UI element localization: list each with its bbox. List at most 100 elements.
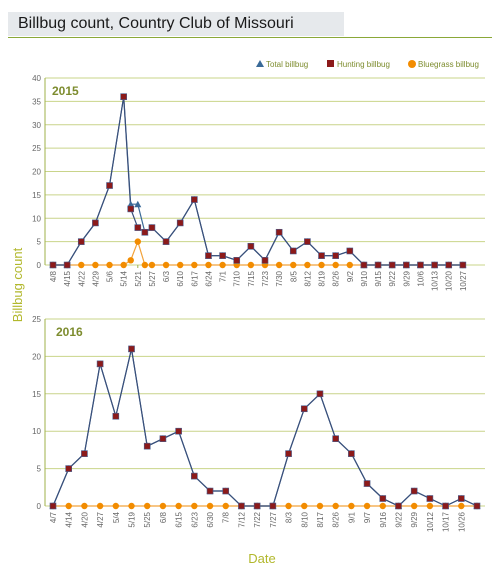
x-tick-label-2015-5: 5/14: [120, 270, 129, 286]
x-tick-label-2015-25: 9/29: [402, 270, 411, 286]
point-2015-s2-7: [134, 238, 141, 245]
x-tick-label-2016-10: 6/30: [206, 511, 215, 527]
point-2016-s1-14: [269, 502, 277, 510]
y-tick-label-2015-35: 35: [32, 97, 41, 106]
point-2015-s2-12: [191, 261, 198, 269]
point-2015-s2-16: [247, 261, 255, 269]
title-bar: Billbug count, Country Club of Missouri: [8, 12, 344, 36]
point-2015-s1-6: [127, 205, 135, 213]
point-2015-s1-14: [219, 252, 226, 259]
point-2016-s2-19: [348, 502, 355, 510]
series-line-2016-0: [52, 348, 478, 507]
y-tick-label-2015-15: 15: [32, 191, 41, 200]
y-tick-label-2015-10: 10: [32, 214, 41, 223]
point-2015-s1-30: [445, 261, 453, 269]
point-2016-s2-24: [426, 502, 434, 510]
x-tick-label-2015-4: 5/6: [106, 270, 115, 282]
x-tick-label-2015-0: 4/8: [49, 270, 58, 282]
point-2016-s1-4: [112, 412, 120, 420]
point-2015-s2-19: [290, 261, 297, 269]
x-tick-label-2016-16: 8/10: [300, 511, 309, 527]
point-2015-s2-11: [177, 261, 184, 269]
x-tick-label-2016-4: 5/4: [112, 511, 121, 523]
point-2015-s2-5: [120, 261, 127, 269]
y-tick-label-2015-40: 40: [32, 74, 41, 83]
x-tick-label-2016-5: 5/19: [128, 511, 137, 527]
point-2016-s1-5: [128, 345, 135, 353]
point-2016-s2-10: [206, 502, 214, 510]
x-tick-label-2015-26: 10/6: [416, 270, 425, 286]
x-tick-label-2015-19: 8/19: [318, 270, 327, 286]
y-tick-label-2016-25: 25: [32, 315, 41, 324]
page-title: Billbug count, Country Club of Missouri: [18, 15, 294, 32]
y-tick-label-2016-5: 5: [37, 465, 42, 474]
point-2016-s2-18: [332, 502, 339, 510]
y-tick-label-2016-0: 0: [37, 502, 42, 511]
point-2016-s1-11: [222, 487, 230, 495]
legend-hunting-marker: [327, 60, 334, 67]
y-axis-title: Billbug count: [10, 247, 25, 322]
point-2015-s1-27: [403, 261, 410, 269]
point-2015-s2-20: [304, 261, 311, 269]
y-tick-label-2015-20: 20: [32, 168, 41, 177]
x-tick-label-2015-29: 10/27: [459, 270, 468, 291]
point-2016-s1-17: [316, 390, 324, 398]
x-tick-label-2015-16: 7/30: [275, 270, 284, 286]
panel-2016-year-label: 2016: [56, 325, 83, 339]
x-tick-label-2015-7: 5/27: [148, 270, 157, 286]
legend-total-label: Total billbug: [266, 60, 308, 69]
series-line-2016-1: [52, 348, 478, 507]
x-tick-label-2016-24: 10/12: [426, 511, 435, 532]
point-2015-s1-23: [346, 247, 354, 255]
y-tick-label-2015-0: 0: [37, 261, 42, 270]
x-tick-label-2016-14: 7/27: [269, 511, 278, 527]
point-2015-s1-13: [205, 252, 212, 259]
point-2016-s1-21: [379, 495, 387, 502]
x-tick-label-2016-11: 7/8: [222, 511, 231, 523]
point-2016-s1-9: [191, 472, 198, 480]
panel-2015: 0 5 10 15 20 25 30 35 40 4/8 4/15 4/22 4/29 5/6 5/14 5/…: [32, 74, 485, 291]
point-2015-s1-31: [459, 261, 467, 269]
point-2015-s1-3: [92, 219, 99, 227]
y-tick-label-2015-30: 30: [32, 121, 41, 130]
x-tick-label-2015-15: 7/23: [261, 270, 270, 286]
point-2015-s2-14: [219, 261, 226, 269]
series-line-2015-0: [53, 96, 463, 266]
chart-legend: Total billbug Hunting billbug Bluegrass …: [256, 60, 479, 69]
point-2016-s1-12: [238, 502, 245, 510]
point-2016-s1-3: [96, 360, 104, 368]
x-tick-label-2015-10: 6/17: [190, 270, 199, 286]
x-tick-label-2015-21: 9/2: [346, 270, 355, 282]
x-tick-label-2015-17: 8/5: [289, 270, 298, 282]
point-2015-s1-11: [176, 219, 184, 227]
point-2016-s2-3: [96, 502, 104, 510]
x-tick-label-2016-17: 8/17: [316, 511, 325, 527]
point-2016-s1-2: [81, 450, 88, 457]
x-tick-label-2016-25: 10/17: [442, 511, 451, 532]
x-tick-label-2016-13: 7/22: [253, 511, 262, 527]
point-2016-s1-18: [332, 435, 339, 442]
x-tick-label-2015-23: 9/15: [374, 270, 383, 286]
point-2016-s1-20: [363, 480, 371, 487]
point-2016-s1-22: [395, 502, 402, 510]
point-2015-s2-9: [148, 261, 156, 269]
x-tick-label-2015-12: 7/1: [219, 270, 228, 282]
point-2015-s2-18: [275, 261, 283, 269]
point-2016-s1-6: [143, 442, 151, 450]
point-2016-s2-20: [363, 502, 371, 510]
x-tick-label-2015-6: 5/21: [134, 270, 143, 286]
point-2016-s1-24: [426, 495, 434, 502]
legend-bluegrass-label: Bluegrass billbug: [418, 60, 479, 69]
x-tick-label-2015-8: 6/3: [162, 270, 171, 282]
point-2016-s2-26: [458, 502, 465, 510]
point-2016-s2-15: [285, 502, 292, 510]
y-tick-label-2016-20: 20: [32, 352, 41, 361]
point-2015-s1-5: [120, 93, 127, 100]
point-2015-s1-16: [247, 243, 255, 250]
x-tick-label-2016-22: 9/22: [394, 511, 403, 527]
point-2015-s0-7: [134, 200, 142, 208]
point-2015-s1-0: [49, 261, 57, 269]
point-2016-s1-26: [457, 495, 465, 502]
point-2016-s1-0: [49, 502, 57, 510]
